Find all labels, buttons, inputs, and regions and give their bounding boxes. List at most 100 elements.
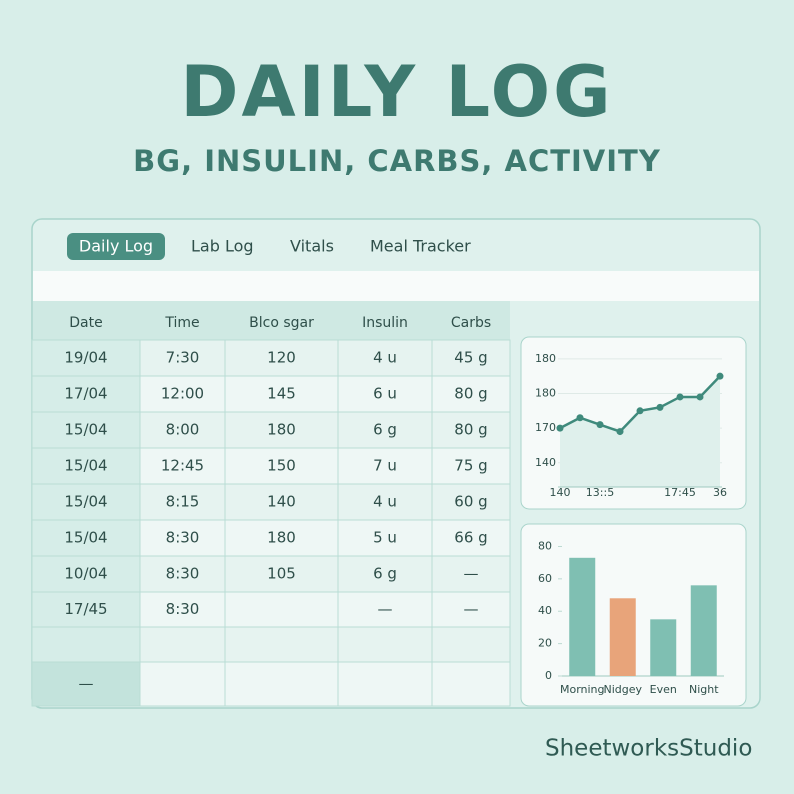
cell xyxy=(337,483,433,521)
y-tick-label: 40 xyxy=(538,604,552,617)
cell-text: 6 g xyxy=(373,565,397,583)
cell xyxy=(224,591,339,628)
cell-text: 15/04 xyxy=(64,493,107,511)
cell xyxy=(337,375,433,413)
cell-text: 150 xyxy=(267,457,296,475)
y-tick-label: 60 xyxy=(538,572,552,585)
x-tick-label: Night xyxy=(689,683,719,696)
cell xyxy=(224,626,339,663)
cell-text: 15/04 xyxy=(64,457,107,475)
cell xyxy=(431,626,511,663)
x-tick-label: 140 xyxy=(550,486,571,499)
cell-text: 17/45 xyxy=(64,600,107,618)
cell-text: 4 u xyxy=(373,349,397,367)
cell xyxy=(139,661,226,707)
title: DAILY LOG xyxy=(180,51,613,133)
cell-text: 8:30 xyxy=(166,529,200,547)
cell xyxy=(431,483,511,521)
point xyxy=(616,428,624,436)
cell xyxy=(31,483,141,521)
area xyxy=(560,376,720,487)
bar xyxy=(569,557,596,676)
cell-text: — xyxy=(464,600,479,618)
band xyxy=(33,271,759,301)
cell xyxy=(139,447,226,485)
cell xyxy=(139,555,226,593)
cell xyxy=(224,555,339,593)
cell-text: 8:00 xyxy=(166,421,200,439)
cell-text: 45 g xyxy=(454,349,487,367)
tab[interactable]: Meal Tracker xyxy=(370,237,471,256)
cell xyxy=(337,591,433,628)
y-tick-label: 0 xyxy=(545,669,552,682)
x-tick-label: Morning xyxy=(560,683,605,696)
cell-text: 105 xyxy=(267,565,296,583)
cell-text: 17/04 xyxy=(64,385,107,403)
y-tick-label: 180 xyxy=(535,386,556,399)
cell-text: 180 xyxy=(267,529,296,547)
cell-text: 145 xyxy=(267,385,296,403)
cell-text: 66 g xyxy=(454,529,487,547)
cell xyxy=(431,411,511,449)
cell xyxy=(139,626,226,663)
cell-text: 8:30 xyxy=(166,565,200,583)
y-tick-label: 80 xyxy=(538,539,552,552)
column-header: Insulin xyxy=(362,315,408,331)
x-tick-label: 17:45 xyxy=(664,486,696,499)
cell-text: 15/04 xyxy=(64,529,107,547)
cell-text: 180 xyxy=(267,421,296,439)
cell-text: 80 g xyxy=(454,421,487,439)
column-header: Time xyxy=(164,315,199,331)
cell-text: 5 u xyxy=(373,529,397,547)
cell xyxy=(224,483,339,521)
cell xyxy=(31,661,141,707)
cell-text: 12:00 xyxy=(161,385,204,403)
point xyxy=(596,421,604,429)
cell-text: 8:15 xyxy=(166,493,200,511)
cell-text: 6 u xyxy=(373,385,397,403)
cell xyxy=(139,519,226,557)
x-tick-label: 13::5 xyxy=(586,486,614,499)
table-header-bg xyxy=(33,301,510,340)
point xyxy=(676,393,684,401)
bar xyxy=(609,598,636,676)
cell xyxy=(224,661,339,707)
tab-active-bg[interactable] xyxy=(67,233,165,260)
y-tick-label: 180 xyxy=(535,352,556,365)
point xyxy=(556,424,564,432)
cell xyxy=(31,447,141,485)
cell-text: 80 g xyxy=(454,385,487,403)
point xyxy=(656,403,664,411)
cell xyxy=(139,591,226,628)
cell-text: 15/04 xyxy=(64,421,107,439)
tab[interactable]: Vitals xyxy=(290,237,334,256)
cell-text: 6 g xyxy=(373,421,397,439)
cell xyxy=(31,626,141,663)
cell xyxy=(224,447,339,485)
brand: SheetworksStudio xyxy=(545,736,752,762)
cell xyxy=(431,519,511,557)
cell xyxy=(337,661,433,707)
column-header: Date xyxy=(69,315,102,331)
cell-text: 12:45 xyxy=(161,457,204,475)
y-tick-label: 20 xyxy=(538,637,552,650)
cell-text: 75 g xyxy=(454,457,487,475)
tab[interactable]: Lab Log xyxy=(191,237,254,256)
bar xyxy=(650,619,677,676)
cell xyxy=(431,339,511,377)
cell xyxy=(431,661,511,707)
tab[interactable]: Daily Log xyxy=(79,237,153,256)
cell-text: — xyxy=(464,565,479,583)
x-tick-label: Nidgey xyxy=(603,683,642,696)
cell xyxy=(337,411,433,449)
column-header: Carbs xyxy=(451,315,491,331)
cell xyxy=(139,411,226,449)
x-tick-label: 36 xyxy=(713,486,727,499)
cell-text: 19/04 xyxy=(64,349,107,367)
cell-text: — xyxy=(378,600,393,618)
subtitle: BG, INSULIN, CARBS, ACTIVITY xyxy=(133,144,661,178)
cell-text: 140 xyxy=(267,493,296,511)
y-tick-label: 170 xyxy=(535,421,556,434)
cell xyxy=(31,591,141,628)
